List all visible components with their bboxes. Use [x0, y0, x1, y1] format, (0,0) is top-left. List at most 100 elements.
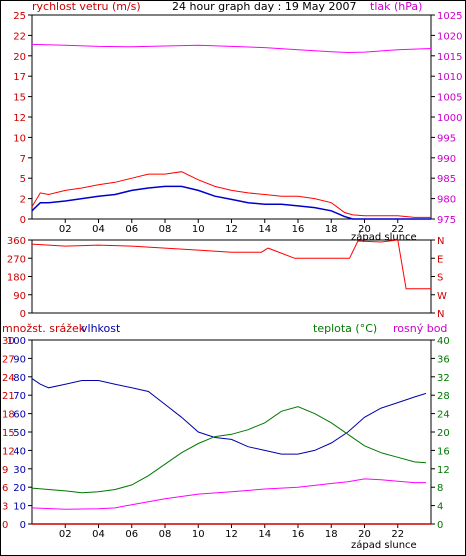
x-tick-label: 16 — [292, 224, 305, 235]
x-tick-label: 04 — [92, 529, 105, 540]
precip-tick-label: 3 — [2, 502, 8, 513]
precip-tick-label: 0 — [2, 520, 8, 531]
y-tick-label: 8 — [437, 483, 443, 494]
precip-tick-label: 6 — [2, 483, 8, 494]
dewpoint-axis-label: rosný bod — [393, 322, 447, 335]
y-tick-label: 1010 — [437, 72, 462, 83]
wind-line — [31, 185, 431, 220]
x-tick-label: 02 — [59, 224, 72, 235]
y-tick-label: 100 — [7, 336, 26, 347]
y-tick-label: 2 — [20, 195, 26, 206]
precip-tick-label: 18 — [2, 410, 15, 421]
x-tick-label: 10 — [192, 529, 205, 540]
precip-tick-label: 9 — [2, 465, 8, 476]
x-tick-label: 10 — [192, 224, 205, 235]
precip-tick-label: 30 — [2, 336, 15, 347]
y-tick-label: 50 — [13, 428, 26, 439]
x-tick-label: 14 — [258, 224, 271, 235]
y-tick-label: 10 — [13, 502, 26, 513]
precip-tick-label: 24 — [2, 373, 15, 384]
x-tick-label: 08 — [159, 224, 172, 235]
y-tick-label: 25 — [13, 11, 26, 22]
y-tick-label: S — [437, 273, 443, 284]
humidity-axis-label: vlhkost — [81, 322, 121, 335]
y-tick-label: 1005 — [437, 93, 462, 104]
precip-tick-label: 15 — [2, 428, 15, 439]
y-tick-label: 20 — [437, 428, 450, 439]
y-tick-label: 90 — [13, 354, 26, 365]
y-tick-label: 12 — [437, 465, 450, 476]
x-tick-label: 18 — [325, 529, 338, 540]
y-tick-label: 16 — [437, 446, 450, 457]
y-tick-label: 60 — [13, 410, 26, 421]
chart-title: 24 hour graph day : 19 May 2007 — [172, 0, 357, 13]
y-tick-label: 20 — [13, 52, 26, 63]
y-tick-label: 30 — [13, 465, 26, 476]
y-tick-label: 80 — [13, 373, 26, 384]
precip-tick-label: 12 — [2, 446, 15, 457]
precip-axis-label: množst. srážek — [2, 322, 86, 335]
x-tick-label: 22 — [391, 224, 404, 235]
dewpoint-line — [31, 478, 426, 510]
y-tick-label: 180 — [7, 273, 26, 284]
pressure-line — [31, 43, 432, 54]
y-tick-label: 975 — [437, 215, 456, 226]
y-tick-label: N — [437, 309, 444, 320]
y-tick-label: 24 — [437, 410, 450, 421]
x-tick-label: 16 — [292, 529, 305, 540]
y-tick-label: 980 — [437, 195, 456, 206]
x-tick-label: 14 — [258, 529, 271, 540]
pressure-axis-label: tlak (hPa) — [370, 0, 422, 13]
x-tick-label: 12 — [225, 224, 238, 235]
y-tick-label: 22 — [13, 31, 26, 42]
x-tick-label: 06 — [125, 529, 138, 540]
y-tick-label: 28 — [437, 391, 450, 402]
temperature-line — [31, 406, 427, 494]
x-tick-label: 20 — [358, 529, 371, 540]
x-tick-label: 02 — [59, 529, 72, 540]
x-tick-label: 20 — [358, 224, 371, 235]
humidity-line — [31, 378, 427, 455]
temp-axis-label: teplota (°C) — [313, 322, 377, 335]
y-tick-label: N — [437, 236, 444, 247]
y-tick-label: 7 — [20, 154, 26, 165]
sunset-label-2: západ slunce — [351, 539, 417, 551]
y-tick-label: 40 — [13, 446, 26, 457]
wind-axis-label: rychlost vetru (m/s) — [32, 0, 141, 13]
precip-tick-label: 27 — [2, 354, 15, 365]
y-tick-label: 15 — [13, 93, 26, 104]
y-tick-label: 4 — [437, 502, 443, 513]
y-tick-label: 32 — [437, 373, 450, 384]
y-tick-label: 17 — [13, 72, 26, 83]
y-tick-label: 36 — [437, 354, 450, 365]
y-tick-label: 70 — [13, 391, 26, 402]
y-tick-label: 5 — [20, 174, 26, 185]
y-tick-label: 985 — [437, 174, 456, 185]
x-tick-label: 08 — [159, 529, 172, 540]
y-tick-label: 90 — [13, 291, 26, 302]
x-tick-label: 18 — [325, 224, 338, 235]
x-tick-label: 04 — [92, 224, 105, 235]
sunset-label-1: západ slunce — [351, 231, 417, 243]
y-tick-label: 40 — [437, 336, 450, 347]
y-tick-label: 0 — [20, 309, 26, 320]
y-tick-label: 0 — [20, 520, 26, 531]
y-tick-label: 12 — [13, 113, 26, 124]
y-tick-label: 1020 — [437, 31, 462, 42]
y-tick-label: 1025 — [437, 11, 462, 22]
x-tick-label: 22 — [391, 529, 404, 540]
precip-tick-label: 21 — [2, 391, 15, 402]
x-tick-label: 12 — [225, 529, 238, 540]
y-tick-label: 10 — [13, 133, 26, 144]
direction-line — [31, 239, 431, 290]
y-tick-label: 0 — [437, 520, 443, 531]
y-tick-label: 20 — [13, 483, 26, 494]
y-tick-label: 270 — [7, 254, 26, 265]
y-tick-label: 1000 — [437, 113, 462, 124]
y-tick-label: 990 — [437, 154, 456, 165]
y-tick-label: 360 — [7, 236, 26, 247]
y-tick-label: 995 — [437, 133, 456, 144]
y-tick-label: 1015 — [437, 52, 462, 63]
